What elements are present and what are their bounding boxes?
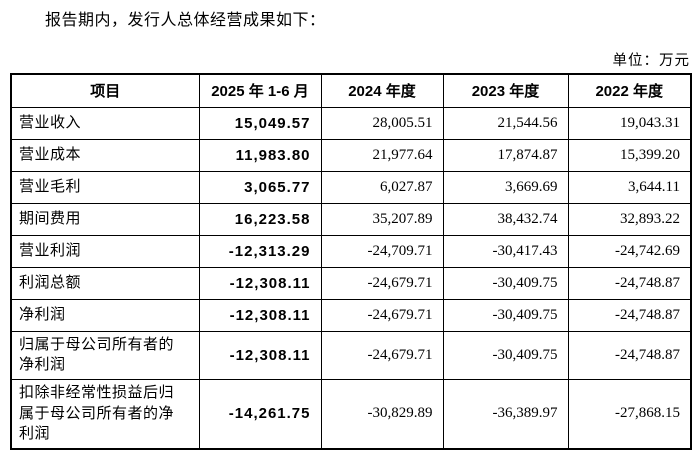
cell-value: -14,261.75: [198, 378, 322, 450]
cell-value: 3,644.11: [567, 170, 692, 204]
cell-value: 3,669.69: [442, 170, 569, 204]
cell-value: -24,679.71: [320, 266, 444, 300]
cell-value: 15,399.20: [567, 138, 692, 172]
column-header-2022: 2022 年度: [567, 73, 692, 108]
cell-value: -12,308.11: [198, 266, 322, 300]
cell-value: 32,893.22: [567, 202, 692, 236]
cell-value: -12,313.29: [198, 234, 322, 268]
cell-value: -24,748.87: [567, 330, 692, 380]
cell-value: -30,409.75: [442, 266, 569, 300]
financial-results-table: 项目 2025 年 1-6 月 2024 年度 2023 年度 2022 年度 …: [10, 73, 692, 450]
row-label: 归属于母公司所有者的净利润: [10, 330, 200, 380]
row-label: 营业利润: [10, 234, 200, 268]
row-label: 净利润: [10, 298, 200, 332]
column-header-2025h1: 2025 年 1-6 月: [198, 73, 322, 108]
column-header-2023: 2023 年度: [442, 73, 569, 108]
table-row: 营业毛利 3,065.77 6,027.87 3,669.69 3,644.11: [10, 170, 692, 204]
cell-value: 15,049.57: [198, 106, 322, 140]
cell-value: -30,829.89: [320, 378, 444, 450]
cell-value: -12,308.11: [198, 330, 322, 380]
row-label: 营业收入: [10, 106, 200, 140]
cell-value: -30,417.43: [442, 234, 569, 268]
cell-value: 21,977.64: [320, 138, 444, 172]
cell-value: 3,065.77: [198, 170, 322, 204]
table-row: 归属于母公司所有者的净利润 -12,308.11 -24,679.71 -30,409…: [10, 330, 692, 380]
cell-value: 28,005.51: [320, 106, 444, 140]
row-label: 营业成本: [10, 138, 200, 172]
table-header-row: 项目 2025 年 1-6 月 2024 年度 2023 年度 2022 年度: [10, 73, 692, 108]
row-label: 营业毛利: [10, 170, 200, 204]
cell-value: -12,308.11: [198, 298, 322, 332]
cell-value: -24,679.71: [320, 330, 444, 380]
cell-value: 38,432.74: [442, 202, 569, 236]
cell-value: -24,679.71: [320, 298, 444, 332]
cell-value: 6,027.87: [320, 170, 444, 204]
table-row: 净利润 -12,308.11 -24,679.71 -30,409.75 -24,748…: [10, 298, 692, 332]
cell-value: 11,983.80: [198, 138, 322, 172]
cell-value: 35,207.89: [320, 202, 444, 236]
cell-value: -27,868.15: [567, 378, 692, 450]
cell-value: -30,409.75: [442, 298, 569, 332]
cell-value: 16,223.58: [198, 202, 322, 236]
cell-value: -30,409.75: [442, 330, 569, 380]
table-row: 营业成本 11,983.80 21,977.64 17,874.87 15,399.20: [10, 138, 692, 172]
table-row: 利润总额 -12,308.11 -24,679.71 -30,409.75 -24,74…: [10, 266, 692, 300]
table-row: 扣除非经常性损益后归属于母公司所有者的净利润 -14,261.75 -30,829.…: [10, 378, 692, 450]
cell-value: 17,874.87: [442, 138, 569, 172]
cell-value: 21,544.56: [442, 106, 569, 140]
cell-value: -24,709.71: [320, 234, 444, 268]
intro-text: 报告期内，发行人总体经营成果如下：: [45, 12, 326, 29]
cell-value: -24,748.87: [567, 266, 692, 300]
cell-value: -36,389.97: [442, 378, 569, 450]
table-row: 期间费用 16,223.58 35,207.89 38,432.74 32,893.22: [10, 202, 692, 236]
cell-value: -24,742.69: [567, 234, 692, 268]
unit-label: 单位：万元: [612, 53, 690, 69]
row-label: 期间费用: [10, 202, 200, 236]
column-header-item: 项目: [10, 73, 200, 108]
cell-value: -24,748.87: [567, 298, 692, 332]
cell-value: 19,043.31: [567, 106, 692, 140]
row-label: 扣除非经常性损益后归属于母公司所有者的净利润: [10, 378, 200, 450]
table-row: 营业收入 15,049.57 28,005.51 21,544.56 19,043.31: [10, 106, 692, 140]
column-header-2024: 2024 年度: [320, 73, 444, 108]
row-label: 利润总额: [10, 266, 200, 300]
table-row: 营业利润 -12,313.29 -24,709.71 -30,417.43 -24,74…: [10, 234, 692, 268]
